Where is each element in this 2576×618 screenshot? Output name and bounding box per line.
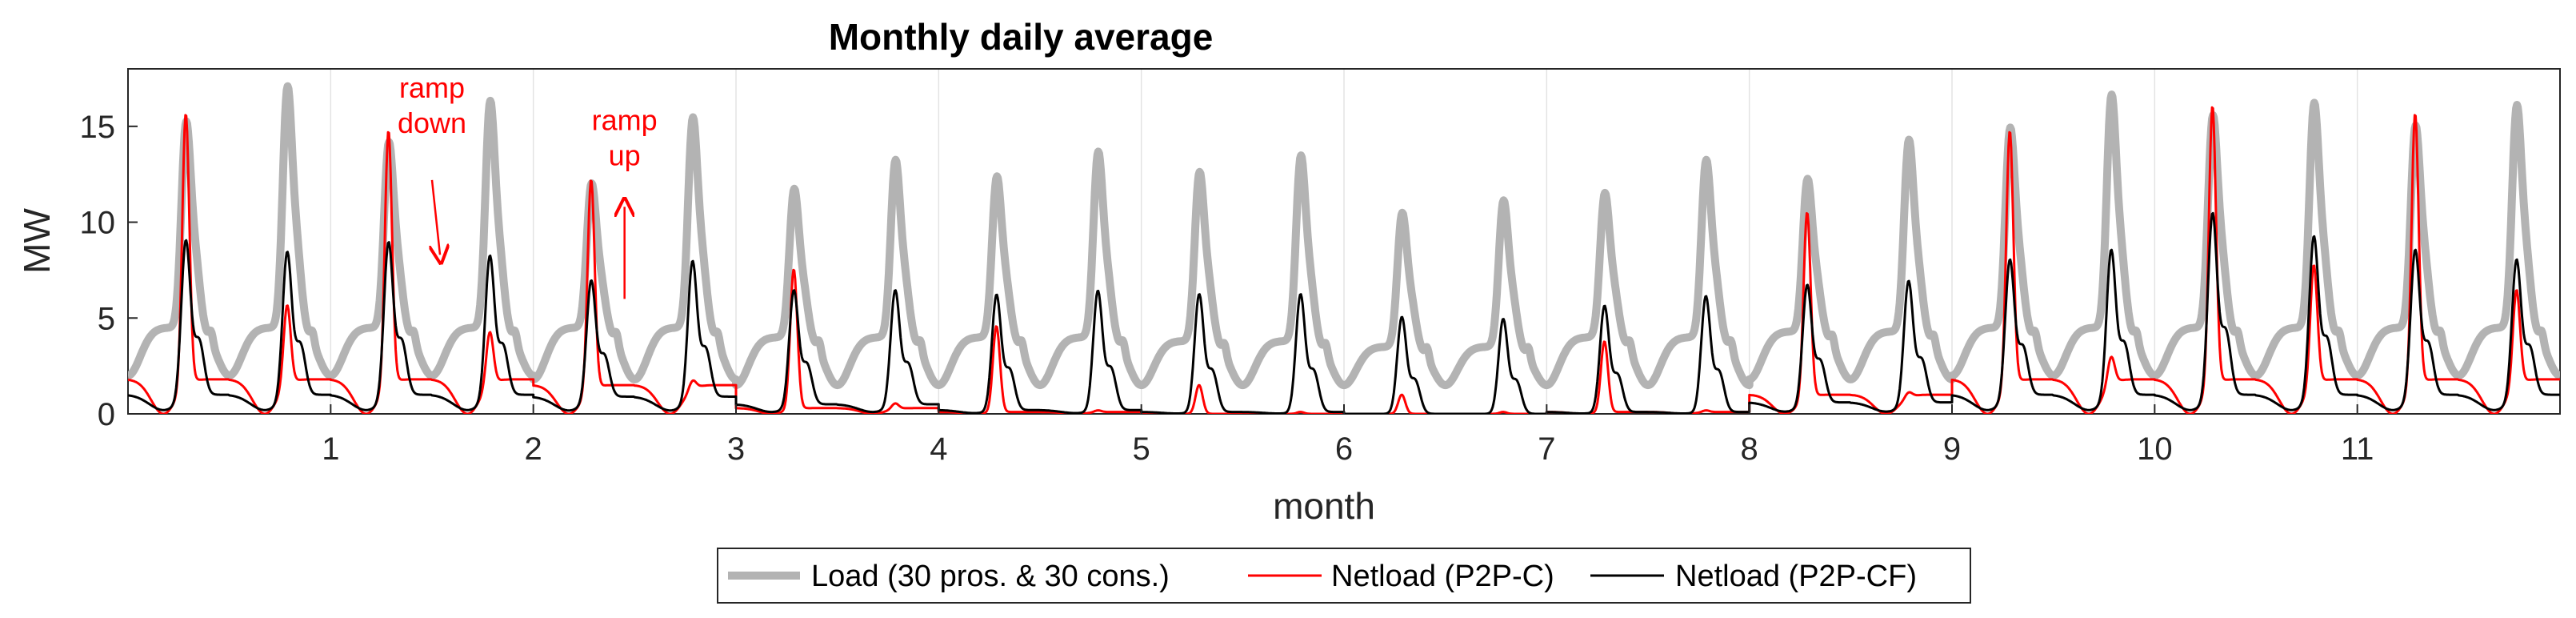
series-line-load [128, 82, 2560, 390]
chart-title: Monthly daily average [829, 16, 1214, 58]
y-axis-ticks: 0 5 10 15 [80, 110, 138, 432]
legend-label-netload-p2p-c: Netload (P2P-C) [1331, 560, 1554, 593]
y-axis-label: MW [16, 208, 58, 274]
x-tick-label: 7 [1538, 431, 1555, 467]
y-tick-label: 10 [80, 206, 116, 241]
series-line-netload-p2p-c [128, 106, 2560, 414]
annotation-arrow-down [432, 179, 440, 255]
x-axis-ticks: 1 2 3 4 5 6 7 8 9 10 11 [322, 404, 2374, 467]
legend-label-netload-p2p-cf: Netload (P2P-CF) [1675, 560, 1917, 593]
y-tick-label: 15 [80, 110, 116, 145]
annotation-text: down [398, 106, 466, 139]
x-tick-label: 2 [525, 431, 542, 467]
annotation-text: ramp [399, 71, 465, 104]
x-tick-label: 3 [727, 431, 745, 467]
legend: Load (30 pros. & 30 cons.) Netload (P2P-… [717, 548, 1971, 604]
x-tick-label: 9 [1943, 431, 1961, 467]
annotation-text: ramp [592, 104, 658, 137]
annotation-text: up [609, 139, 641, 172]
y-tick-label: 0 [98, 397, 115, 432]
x-axis-label: month [1273, 485, 1375, 527]
x-tick-label: 1 [322, 431, 339, 467]
vertical-gridlines [330, 69, 2358, 414]
legend-box [717, 548, 1971, 604]
x-tick-label: 4 [930, 431, 947, 467]
legend-label-load: Load (30 pros. & 30 cons.) [811, 560, 1170, 593]
x-tick-label: 6 [1335, 431, 1353, 467]
x-tick-label: 10 [2137, 431, 2173, 467]
x-tick-label: 8 [1741, 431, 1758, 467]
x-tick-label: 5 [1133, 431, 1150, 467]
x-tick-label: 11 [2341, 431, 2374, 467]
y-tick-label: 5 [98, 301, 115, 336]
